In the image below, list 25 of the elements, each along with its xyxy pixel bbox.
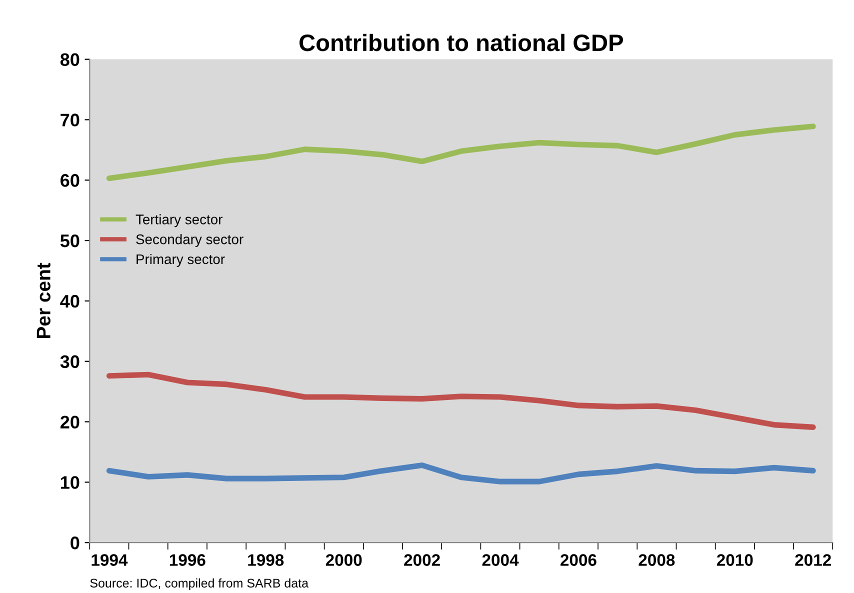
y-tick-label: 50 [60, 234, 80, 248]
x-tick-label: 2000 [326, 554, 362, 566]
x-tick-label: 2002 [404, 554, 440, 566]
x-tick-label: 2008 [638, 554, 675, 566]
x-tick-label: 1998 [248, 554, 284, 566]
source-note: Source: IDC, compiled from SARB data [90, 578, 309, 590]
y-tick-label: 60 [60, 174, 80, 187]
chart-title: Contribution to national GDP [300, 34, 623, 52]
y-tick-label: 70 [60, 114, 80, 126]
x-tick-label: 2006 [560, 554, 596, 566]
legend-label: Primary sector [136, 254, 225, 267]
legend-label: Tertiary sector [136, 214, 222, 228]
legend-label: Secondary sector [136, 234, 244, 248]
y-tick-label: 0 [70, 536, 80, 550]
x-tick-label: 1996 [170, 554, 206, 566]
y-axis-title: Per cent [36, 262, 50, 338]
x-tick-label: 2012 [795, 554, 831, 566]
x-tick-label: 1994 [92, 554, 128, 566]
y-tick-label: 80 [60, 53, 80, 66]
y-tick-label: 20 [60, 416, 80, 428]
x-tick-label: 2010 [716, 554, 753, 566]
x-tick-label: 2004 [482, 554, 519, 566]
y-tick-label: 30 [60, 355, 80, 368]
y-tick-label: 10 [61, 476, 80, 489]
y-tick-label: 40 [60, 294, 80, 308]
